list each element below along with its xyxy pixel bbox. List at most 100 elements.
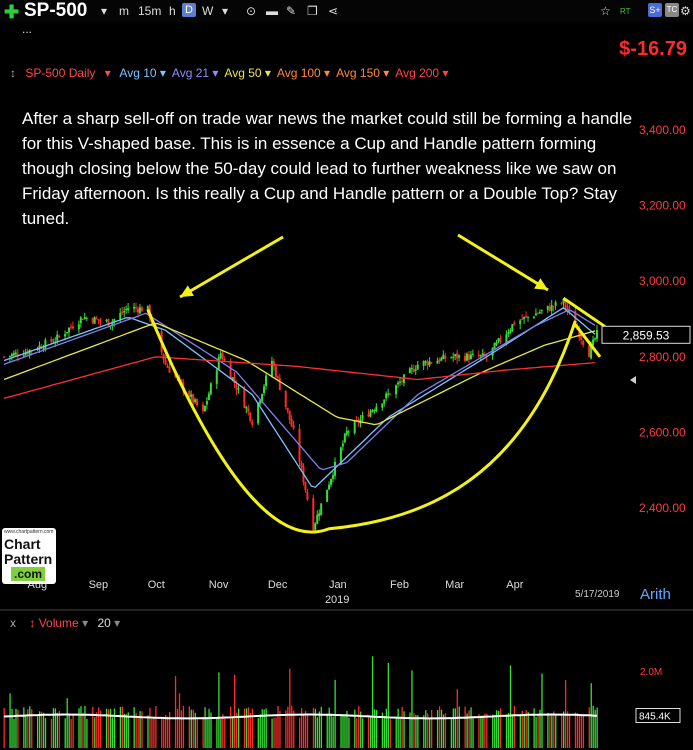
candle-body (523, 316, 526, 320)
copy-icon[interactable]: ❐ (307, 4, 318, 18)
candle-body (560, 303, 563, 305)
volume-bar (222, 714, 224, 748)
volume-bar (17, 709, 19, 748)
candle-body (12, 353, 15, 356)
volume-bar (105, 708, 108, 748)
volume-bar (497, 710, 500, 748)
candle-body (14, 352, 17, 355)
volume-bar (452, 708, 454, 748)
interval-weekly-button[interactable]: W (202, 4, 214, 18)
volume-bar (40, 711, 43, 748)
candle-body (71, 326, 74, 329)
crosshair-icon[interactable]: ⊙ (246, 4, 257, 18)
candle-body (568, 308, 571, 311)
period-dropdown-icon[interactable]: ▾ (114, 616, 121, 630)
candle-body (582, 340, 585, 345)
volume-bar (306, 713, 309, 748)
candle-body (430, 362, 433, 364)
candle-body (276, 376, 279, 378)
candle-body (10, 354, 13, 357)
pencil-icon[interactable]: ✎ (286, 4, 297, 18)
candle-body (464, 355, 467, 361)
volume-value-box (635, 708, 681, 723)
gear-icon[interactable]: ⚙ (680, 4, 691, 18)
scale-type-button[interactable]: Arith (640, 586, 671, 603)
legend-main[interactable]: SP-500 Daily ▾ (25, 66, 111, 80)
candle-body (237, 388, 240, 390)
volume-period[interactable]: 20 (97, 616, 111, 630)
pane-divider[interactable] (0, 609, 693, 611)
volume-bar (442, 714, 445, 748)
candle-body (385, 393, 388, 399)
candle-body (249, 412, 252, 421)
volume-bar (523, 714, 525, 748)
volume-bar (25, 715, 27, 748)
interval-dropdown-icon[interactable]: ▾ (222, 4, 229, 18)
share-icon[interactable]: ⋖ (328, 4, 339, 18)
volume-bar (121, 706, 124, 748)
candle-body (574, 310, 577, 328)
interval-hour-button[interactable]: h (169, 4, 176, 18)
candle-body (497, 338, 500, 342)
volume-bar (413, 713, 415, 748)
volume-bar (312, 707, 315, 748)
candle-body (138, 307, 141, 314)
legend-avg-5[interactable]: Avg 200 ▾ (395, 66, 449, 80)
draw-icon[interactable]: ▬ (266, 4, 278, 18)
legend-avg-4[interactable]: Avg 150 ▾ (336, 66, 390, 80)
interval-15m-button[interactable]: 15m (138, 4, 162, 18)
candle-body (36, 349, 39, 351)
add-symbol-icon[interactable]: ✚ (4, 2, 20, 22)
moving-average-avg10 (3, 306, 596, 488)
volume-bar (566, 711, 569, 748)
interval-minute-button[interactable]: m (119, 4, 129, 18)
candle-body (272, 361, 275, 367)
candle-body (69, 326, 72, 328)
volume-bar (300, 708, 303, 748)
move-icon[interactable]: ↕ (10, 66, 16, 80)
volume-label[interactable]: Volume (38, 616, 79, 630)
s-icon[interactable]: S+ (648, 3, 662, 17)
volume-dropdown-icon[interactable]: ▾ (82, 616, 89, 630)
candle-body (416, 364, 419, 370)
volume-bar (387, 662, 389, 748)
volume-bar (444, 713, 447, 748)
volume-bar (318, 711, 321, 748)
legend-avg-0[interactable]: Avg 10 ▾ (119, 66, 166, 80)
volume-bar (293, 710, 295, 748)
star-icon[interactable]: ☆ (600, 4, 611, 18)
candle-body (361, 415, 364, 419)
price-chart[interactable]: 2,400.00 2,600.00 2,800.00 3,000.00 3,200.00… (0, 78, 693, 608)
candle-body (219, 353, 222, 359)
volume-bar (484, 713, 486, 748)
volume-bar (230, 706, 232, 748)
volume-bar (302, 715, 305, 748)
dropdown-chevron-icon[interactable]: ▾ (101, 4, 108, 18)
candle-body (134, 307, 137, 309)
candle-body (511, 324, 514, 331)
move-volume-icon[interactable]: ↕ (29, 616, 36, 630)
volume-bar (50, 718, 53, 748)
candle-body (588, 345, 591, 358)
rt-icon[interactable]: RT (620, 7, 631, 16)
interval-daily-button[interactable]: D (182, 3, 196, 17)
candle-body (410, 368, 413, 370)
legend-avg-1[interactable]: Avg 21 ▾ (171, 66, 219, 80)
volume-bar (395, 716, 397, 748)
volume-bar (180, 710, 183, 748)
more-ellipsis[interactable]: ... (22, 22, 33, 36)
candle-body (290, 419, 293, 427)
x-tick-label-5: Jan (329, 579, 347, 591)
close-volume-icon[interactable]: x (10, 616, 16, 630)
volume-bar (509, 665, 512, 748)
symbol-title[interactable]: SP-500 (24, 0, 88, 21)
volume-bar (277, 705, 279, 748)
volume-chart[interactable]: 2.0M 845.4K (0, 630, 693, 750)
tc-icon[interactable]: TC (665, 3, 679, 17)
moving-average-avg50 (3, 322, 596, 426)
legend-avg-3[interactable]: Avg 100 ▾ (276, 66, 331, 80)
last-date-label: 5/17/2019 (575, 589, 620, 600)
legend-avg-2[interactable]: Avg 50 ▾ (224, 66, 271, 80)
candle-body (284, 390, 287, 408)
volume-bar (535, 716, 537, 748)
